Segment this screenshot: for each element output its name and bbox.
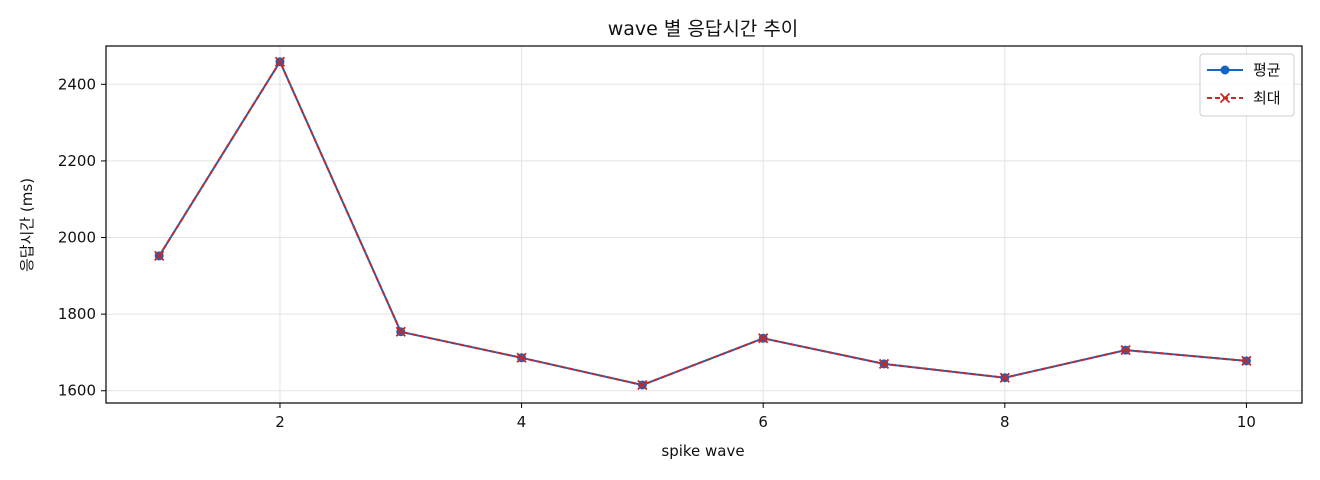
data-point bbox=[758, 333, 769, 344]
series-line bbox=[158, 60, 1247, 386]
y-tick-label: 2200 bbox=[58, 152, 96, 170]
data-point bbox=[637, 379, 648, 391]
y-tick-label: 1600 bbox=[58, 382, 96, 400]
data-point bbox=[395, 326, 406, 337]
x-tick-label: 8 bbox=[1000, 413, 1010, 431]
y-tick-label: 2400 bbox=[58, 75, 96, 93]
data-point bbox=[999, 372, 1010, 383]
data-point bbox=[516, 352, 527, 363]
x-tick-label: 2 bbox=[275, 413, 285, 431]
legend: 평균 최대 bbox=[1199, 53, 1295, 117]
x-tick-label: 10 bbox=[1237, 413, 1256, 431]
series-avg bbox=[154, 57, 1251, 390]
y-tick-label: 1800 bbox=[58, 305, 96, 323]
y-axis-label: 응답시간 (ms) bbox=[18, 178, 36, 272]
data-point bbox=[878, 358, 890, 370]
data-point bbox=[274, 56, 286, 67]
x-axis-label: spike wave bbox=[661, 442, 744, 460]
chart-title: wave 별 응답시간 추이 bbox=[608, 18, 799, 40]
y-tick-label: 2000 bbox=[58, 229, 96, 247]
grid-lines bbox=[106, 46, 1302, 403]
legend-label-max: 최대 bbox=[1253, 89, 1281, 107]
x-tick-label: 4 bbox=[517, 413, 527, 431]
plot-frame bbox=[105, 45, 1303, 404]
legend-marker-max bbox=[1219, 92, 1231, 104]
series-layer bbox=[154, 56, 1252, 391]
y-axis: 1600 1800 2000 2200 2400 bbox=[58, 75, 106, 400]
x-tick-label: 6 bbox=[758, 413, 768, 431]
data-point bbox=[1241, 355, 1252, 367]
legend-marker-avg bbox=[1220, 65, 1230, 75]
series-max bbox=[154, 56, 1252, 391]
data-point bbox=[1120, 345, 1131, 356]
x-axis: 2 4 6 8 10 bbox=[275, 403, 1256, 431]
legend-label-avg: 평균 bbox=[1253, 61, 1281, 79]
series-line bbox=[158, 60, 1247, 386]
data-point bbox=[154, 250, 165, 262]
